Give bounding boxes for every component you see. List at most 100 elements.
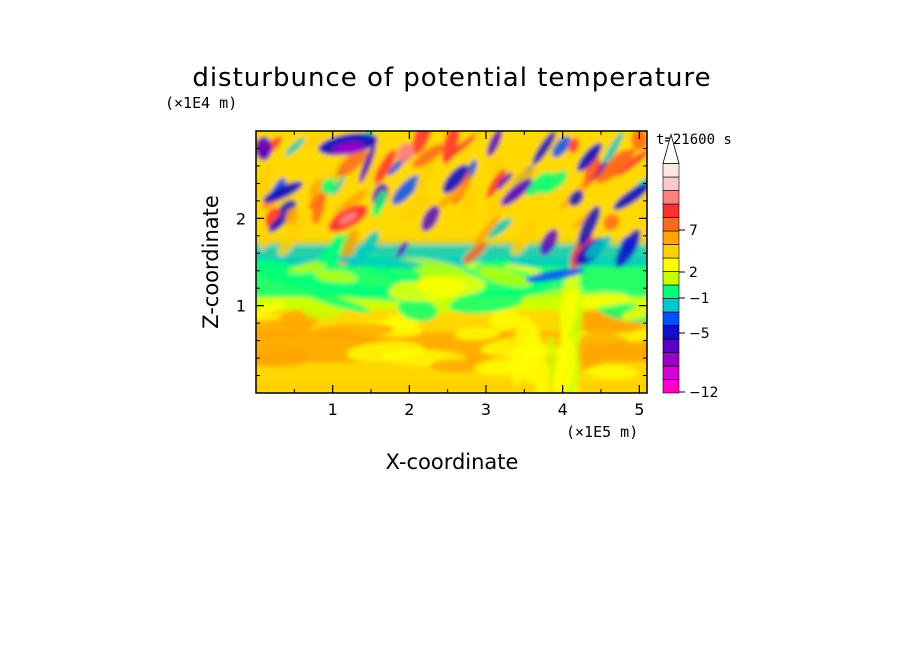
field-blob: [473, 215, 500, 247]
field-blob: [498, 168, 536, 199]
colorbar-segment: [662, 271, 680, 286]
y-tick-label: 2: [236, 209, 246, 228]
x-tick-label: 2: [404, 400, 414, 419]
x-unit-label: (×1E5 m): [566, 423, 638, 441]
colorbar-segment: [662, 190, 680, 205]
field-blob: [277, 199, 297, 218]
x-tick-label: 1: [328, 400, 338, 419]
field-blob: [442, 164, 469, 194]
plot-frame: [255, 130, 648, 394]
field-blob: [285, 207, 298, 226]
field-blob: [553, 324, 569, 393]
field-blob: [359, 231, 380, 257]
field-blob: [525, 267, 585, 283]
field-blob: [615, 229, 641, 268]
field-blob: [603, 214, 620, 231]
colorbar-segment: [662, 257, 680, 272]
field-blob: [337, 148, 367, 177]
field-blob: [396, 143, 415, 163]
colorbar-segment: [662, 338, 680, 353]
field-blob: [309, 179, 324, 199]
field-blob: [256, 355, 278, 366]
field-blob: [477, 266, 532, 288]
field-blob: [388, 276, 466, 302]
field-blob: [615, 150, 647, 177]
x-axis: 1 2 3 4 5: [293, 131, 644, 419]
colorbar-segment: [662, 325, 680, 340]
field-blob: [256, 136, 272, 161]
colorbar-label: −12: [689, 385, 719, 401]
colorbar-segment: [662, 203, 680, 218]
field-blob: [303, 131, 332, 149]
field-blob: [631, 131, 647, 150]
field-blob: [577, 142, 602, 172]
field-blob: [333, 255, 424, 269]
colorbar: 7 2 −1 −5 −12: [662, 132, 719, 401]
field-blob: [262, 181, 303, 203]
colorbar-extend-arrow: [662, 132, 680, 164]
colorbar-segment: [662, 284, 680, 299]
field-blob: [486, 195, 505, 223]
field-blob: [486, 218, 512, 239]
field-blob: [585, 365, 638, 380]
field-blob: [278, 223, 302, 257]
field-blob: [268, 212, 290, 233]
colorbar-segment: [662, 352, 680, 367]
field-blob: [552, 136, 571, 158]
time-label: t=21600 s: [656, 132, 732, 148]
field-blob: [532, 131, 556, 166]
colorbar-segment: [662, 244, 680, 259]
field-blob: [397, 297, 438, 322]
colorbar-segment: [662, 163, 680, 178]
field-blob: [613, 182, 647, 211]
field-blob: [437, 184, 467, 209]
field-blob: [256, 163, 275, 198]
field-blob: [500, 178, 533, 206]
field-blob: [538, 170, 568, 194]
field-blob: [621, 300, 647, 321]
field-blob: [321, 178, 336, 195]
field-blob: [303, 290, 371, 313]
field-blob: [586, 235, 612, 258]
field-blob: [462, 241, 488, 265]
field-blob: [412, 143, 445, 168]
field-blob: [430, 358, 485, 373]
field-blob: [358, 142, 377, 184]
x-tick-label: 4: [558, 400, 568, 419]
colorbar-segment: [662, 365, 680, 380]
field-blob: [449, 290, 524, 314]
heatmap-field: [256, 131, 647, 393]
field-blob: [308, 190, 328, 210]
field-blob: [539, 228, 559, 256]
x-tick-label: 5: [634, 400, 644, 419]
field-blob: [371, 190, 387, 218]
field-blob: [333, 189, 368, 218]
field-blob: [486, 168, 506, 199]
field-blob: [578, 205, 601, 246]
field-blob: [285, 137, 305, 157]
field-blob: [454, 327, 500, 341]
field-blob: [364, 131, 376, 137]
colorbar-label: −5: [689, 326, 710, 342]
y-tick-label: 1: [236, 297, 246, 316]
colorbar-segment: [662, 298, 680, 313]
field-blob: [374, 149, 397, 185]
field-blob: [489, 157, 503, 175]
field-blob: [256, 300, 286, 314]
colorbar-segment: [662, 217, 680, 232]
field-blob: [313, 270, 357, 283]
x-tick-label: 3: [481, 400, 491, 419]
field-band: [256, 382, 647, 393]
field-blob: [613, 146, 638, 174]
field-blob: [568, 137, 579, 154]
y-axis-label: Z-coordinate: [199, 195, 223, 329]
field-blob: [412, 131, 433, 155]
field-blob: [496, 172, 513, 190]
field-blob: [511, 220, 536, 256]
field-blob: [462, 188, 478, 216]
field-blob: [560, 263, 580, 336]
field-blob: [391, 175, 421, 205]
field-blob: [415, 152, 435, 196]
field-blob: [311, 323, 395, 339]
